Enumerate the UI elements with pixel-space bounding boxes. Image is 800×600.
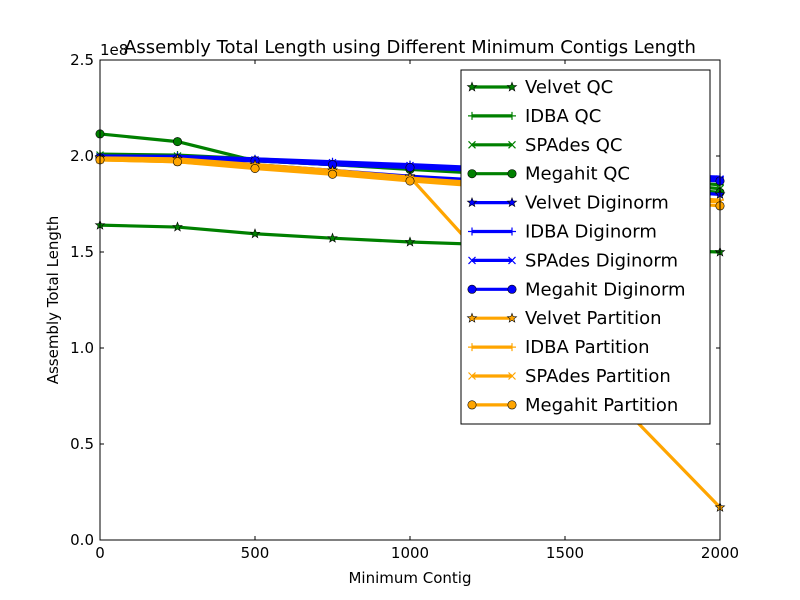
x-tick-label: 0 bbox=[95, 544, 105, 562]
legend-marker-megahit-qc bbox=[507, 169, 517, 179]
legend-marker-velvet-partition bbox=[506, 312, 518, 323]
legend-marker-megahit-diginorm bbox=[507, 284, 517, 294]
legend-entry-velvet-diginorm: Velvet Diginorm bbox=[466, 193, 669, 214]
data-point-megahit-diginorm bbox=[405, 163, 415, 173]
legend-label-idba-diginorm: IDBA Diginorm bbox=[525, 222, 657, 243]
legend-label-megahit-partition: Megahit Partition bbox=[525, 395, 678, 416]
legend-marker-spades-partition bbox=[508, 372, 516, 380]
data-point-megahit-qc bbox=[173, 137, 183, 147]
legend-label-velvet-diginorm: Velvet Diginorm bbox=[525, 193, 669, 214]
x-tick-label: 2000 bbox=[701, 544, 739, 562]
legend-label-idba-partition: IDBA Partition bbox=[525, 337, 650, 358]
data-point-velvet-qc bbox=[172, 221, 183, 232]
axis-ticks: 0 500 1000 1500 2000 0.0 0.5 1.0 1.5 2.0 2.5 bbox=[70, 51, 739, 562]
legend-entry-velvet-partition: Velvet Partition bbox=[466, 308, 662, 329]
x-axis-label: Minimum Contig bbox=[348, 569, 471, 587]
y-tick-label: 0.0 bbox=[70, 531, 94, 549]
x-tick-label: 1000 bbox=[391, 544, 429, 562]
legend-marker-idba-diginorm bbox=[468, 227, 476, 236]
legend-entry-idba-partition: IDBA Partition bbox=[468, 337, 650, 358]
legend-label-idba-qc: IDBA QC bbox=[525, 106, 601, 127]
chart-title: Assembly Total Length using Different Mi… bbox=[124, 37, 696, 58]
legend-marker-idba-qc bbox=[468, 111, 476, 120]
legend-marker-spades-diginorm bbox=[468, 256, 476, 265]
legend-entry-idba-qc: IDBA QC bbox=[468, 106, 601, 127]
legend-marker-idba-diginorm bbox=[508, 227, 516, 236]
legend-marker-velvet-qc bbox=[466, 81, 478, 92]
y-tick-label: 2.0 bbox=[70, 147, 94, 165]
legend-marker-idba-qc bbox=[508, 111, 516, 120]
legend-marker-velvet-qc bbox=[506, 81, 518, 92]
legend-entry-idba-diginorm: IDBA Diginorm bbox=[468, 222, 657, 243]
legend-marker-velvet-diginorm bbox=[466, 196, 478, 208]
y-offset-label: 1e8 bbox=[100, 41, 128, 59]
data-point-velvet-qc bbox=[404, 236, 416, 247]
legend-label-velvet-partition: Velvet Partition bbox=[525, 308, 662, 329]
x-tick-label: 500 bbox=[241, 544, 270, 562]
legend-entry-spades-qc: SPAdes QC bbox=[468, 135, 622, 156]
data-point-megahit-partition bbox=[250, 163, 260, 173]
data-point-velvet-qc bbox=[327, 232, 338, 243]
legend-marker-velvet-diginorm bbox=[506, 196, 518, 208]
legend-marker-megahit-diginorm bbox=[467, 284, 477, 294]
legend-label-megahit-diginorm: Megahit Diginorm bbox=[525, 279, 686, 300]
y-axis-label: Assembly Total Length bbox=[44, 216, 62, 385]
legend-marker-spades-qc bbox=[468, 140, 476, 149]
data-point-megahit-partition bbox=[405, 176, 415, 186]
legend-label-spades-qc: SPAdes QC bbox=[525, 135, 622, 156]
legend-marker-megahit-partition bbox=[467, 400, 477, 410]
legend-entry-velvet-qc: Velvet QC bbox=[466, 77, 613, 98]
legend-entry-spades-diginorm: SPAdes Diginorm bbox=[468, 250, 678, 271]
y-tick-label: 0.5 bbox=[70, 435, 94, 453]
legend-label-velvet-qc: Velvet QC bbox=[525, 77, 613, 98]
legend-entry-megahit-diginorm: Megahit Diginorm bbox=[467, 279, 686, 300]
legend-entry-megahit-partition: Megahit Partition bbox=[467, 395, 678, 416]
legend-marker-idba-partition bbox=[508, 343, 516, 352]
legend-box bbox=[460, 69, 711, 425]
legend-label-spades-partition: SPAdes Partition bbox=[525, 366, 671, 387]
x-tick-label: 1500 bbox=[546, 544, 584, 562]
y-tick-label: 1.0 bbox=[70, 339, 94, 357]
legend-entry-spades-partition: SPAdes Partition bbox=[468, 366, 671, 387]
data-point-velvet-qc bbox=[249, 228, 261, 239]
legend: Velvet QC IDBA QC SPAdes QC Megahit QC Velve… bbox=[460, 69, 711, 425]
data-point-megahit-partition bbox=[173, 157, 183, 167]
legend-marker-megahit-qc bbox=[467, 169, 477, 179]
y-tick-label: 2.5 bbox=[70, 51, 94, 69]
legend-label-spades-diginorm: SPAdes Diginorm bbox=[525, 250, 678, 271]
legend-marker-velvet-partition bbox=[466, 312, 478, 323]
legend-entry-megahit-qc: Megahit QC bbox=[467, 164, 630, 185]
legend-marker-idba-partition bbox=[468, 343, 476, 352]
legend-marker-spades-qc bbox=[508, 140, 516, 149]
legend-marker-spades-diginorm bbox=[508, 256, 516, 265]
y-tick-label: 1.5 bbox=[70, 243, 94, 261]
legend-marker-spades-partition bbox=[468, 372, 476, 380]
legend-label-megahit-qc: Megahit QC bbox=[525, 164, 630, 185]
legend-marker-megahit-partition bbox=[507, 400, 517, 410]
data-point-megahit-partition bbox=[327, 169, 337, 179]
